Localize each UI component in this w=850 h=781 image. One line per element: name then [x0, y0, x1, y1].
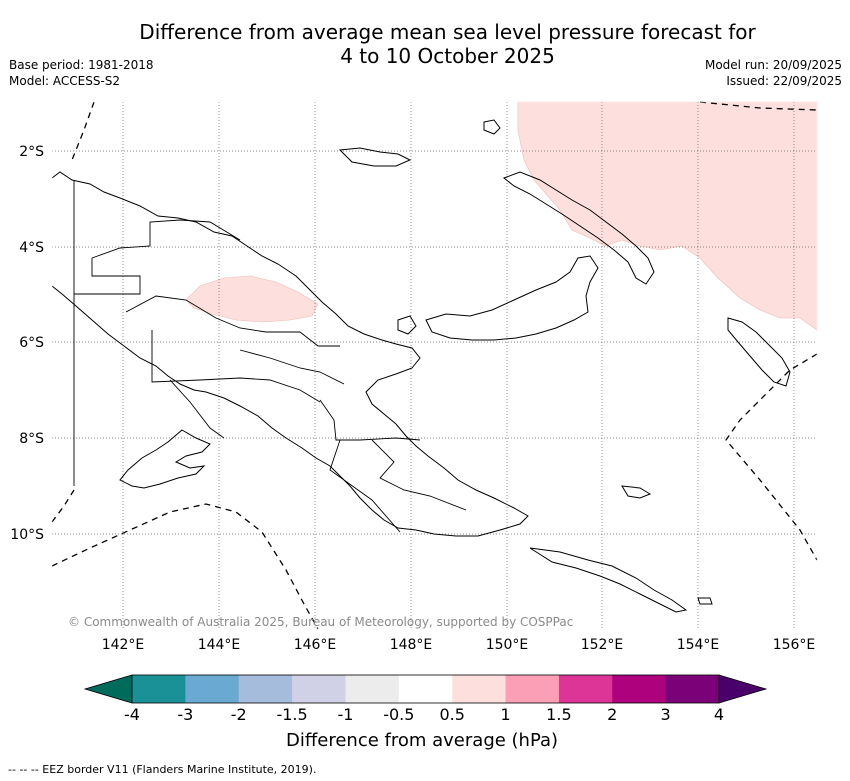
trobriand-islands: [621, 485, 652, 499]
lat-label-2s: 2°S: [19, 144, 44, 160]
colorbar-tick-label: -1.5: [276, 705, 307, 724]
latitude-labels: 2°S 4°S 6°S 8°S 10°S: [10, 144, 44, 543]
south-coast-rivers: [119, 429, 211, 489]
west-new-britain-islets: [397, 315, 417, 335]
colorbar-tick-label: -4: [124, 705, 140, 724]
colorbar-tick-labels: -4 -3 -2 -1.5 -1 -0.5 0.5 1 1.5 2 3 4: [124, 705, 724, 724]
administrative-borders: [73, 180, 467, 533]
lat-label-10s: 10°S: [10, 527, 44, 543]
eez-border-note: -- -- -- EEZ border V11 (Flanders Marine…: [8, 763, 317, 776]
lon-label-154e: 154°E: [677, 637, 720, 653]
province-border-3: [125, 295, 340, 347]
graticule: [52, 102, 817, 629]
colorbar: -4 -3 -2 -1.5 -1 -0.5 0.5 1 1.5 2 3 4: [83, 674, 768, 724]
lon-label-142e: 142°E: [102, 637, 145, 653]
eez-border-north: [699, 101, 818, 111]
anomaly-area-northeast: [517, 101, 818, 331]
colorbar-tick-label: -2: [231, 705, 247, 724]
map-frame: [51, 101, 818, 630]
province-border-5: [169, 379, 225, 439]
lat-label-4s: 4°S: [19, 240, 44, 256]
lat-label-6s: 6°S: [19, 335, 44, 351]
manus-coastline: [483, 119, 501, 135]
north-islets: [338, 147, 412, 167]
longitude-labels: 142°E 144°E 146°E 148°E 150°E 152°E 154°…: [102, 637, 816, 653]
colorbar-tick-label: 3: [661, 705, 671, 724]
colorbar-segment: [132, 675, 186, 703]
meta-left: Base period: 1981-2018 Model: ACCESS-S2: [9, 57, 154, 89]
colorbar-segment: [452, 675, 507, 703]
map-title: Difference from average mean sea level p…: [0, 20, 850, 68]
colorbar-segment: [345, 675, 400, 703]
colorbar-max-arrow: [718, 674, 768, 704]
colorbar-tick-label: 0.5: [439, 705, 464, 724]
province-border-1: [74, 258, 141, 295]
province-border-9: [371, 439, 467, 511]
eez-borders: [51, 101, 818, 630]
colorbar-segment: [558, 675, 613, 703]
province-border-2: [91, 219, 241, 259]
colorbar-outline: [131, 674, 720, 704]
lon-label-144e: 144°E: [198, 637, 241, 653]
colorbar-tick-label: -0.5: [383, 705, 414, 724]
province-border-7: [319, 399, 421, 441]
colorbar-segment: [398, 675, 453, 703]
colorbar-segment: [238, 675, 293, 703]
province-border-8: [329, 439, 401, 533]
colorbar-min-arrow: [83, 674, 133, 704]
colorbar-segment: [505, 675, 560, 703]
colorbar-tick-label: -3: [177, 705, 193, 724]
eez-border-east: [725, 353, 818, 561]
lon-label-152e: 152°E: [581, 637, 624, 653]
colorbar-tick-label: 2: [607, 705, 617, 724]
colorbar-title: Difference from average (hPa): [286, 730, 559, 751]
lon-label-156e: 156°E: [773, 637, 816, 653]
colorbar-segment: [185, 675, 240, 703]
colorbar-segment: [292, 675, 346, 703]
colorbar-tick-label: 1: [500, 705, 510, 724]
colorbar-tick-label: 1.5: [546, 705, 571, 724]
issued-text: Issued: 22/09/2025: [726, 74, 842, 88]
map-panel: © Commonwealth of Australia 2025, Bureau…: [51, 101, 818, 630]
colorbar-tick-label: 4: [714, 705, 724, 724]
new-guinea-coastline: [51, 171, 529, 537]
model-text: Model: ACCESS-S2: [9, 74, 121, 88]
southeast-islands-coastline: [529, 547, 688, 613]
coastlines: [51, 119, 791, 613]
province-border-4: [151, 330, 321, 403]
lon-label-150e: 150°E: [486, 637, 529, 653]
map-title-line-1: Difference from average mean sea level p…: [139, 20, 756, 44]
model-run-text: Model run: 20/09/2025: [704, 58, 842, 72]
meta-right: Model run: 20/09/2025 Issued: 22/09/2025: [705, 57, 842, 89]
colorbar-segment: [612, 675, 667, 703]
colorbar-segment: [665, 675, 720, 703]
colorbar-segments: [132, 675, 720, 703]
lat-label-8s: 8°S: [19, 431, 44, 447]
copyright-text: © Commonwealth of Australia 2025, Bureau…: [68, 615, 573, 629]
new-britain-coastline: [425, 255, 599, 341]
woodlark-island: [697, 597, 713, 605]
lon-label-148e: 148°E: [390, 637, 433, 653]
base-period-text: Base period: 1981-2018: [9, 58, 154, 72]
colorbar-tick-label: -1: [337, 705, 353, 724]
lon-label-146e: 146°E: [294, 637, 337, 653]
map-title-line-2: 4 to 10 October 2025: [340, 44, 555, 68]
province-border-6: [239, 349, 345, 385]
bougainville-coastline: [727, 317, 791, 387]
new-ireland-coastline: [503, 171, 655, 285]
